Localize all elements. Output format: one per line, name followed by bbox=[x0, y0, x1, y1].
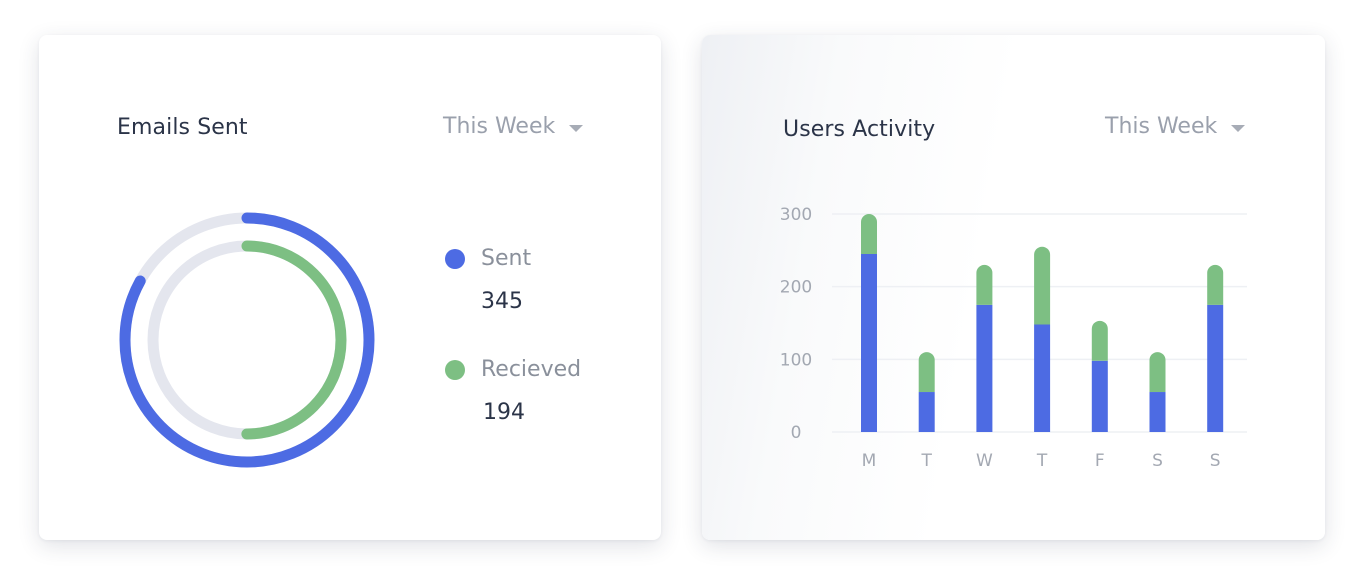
bar-green-5 bbox=[1149, 352, 1166, 393]
x-tick-label-0: M bbox=[862, 451, 877, 471]
x-tick-label-4: F bbox=[1095, 451, 1105, 471]
activity-period-dropdown[interactable]: This Week bbox=[1105, 114, 1246, 139]
emails-sent-card: Emails Sent This Week Sent 345 Recieved … bbox=[39, 35, 661, 540]
bar-blue-3 bbox=[1034, 324, 1051, 432]
y-tick-label-300: 300 bbox=[780, 205, 812, 225]
bar-blue-1 bbox=[918, 392, 935, 432]
users-activity-card: Users Activity This Week 0 100 200 300 M T W T F… bbox=[702, 35, 1325, 540]
x-tick-label-5: S bbox=[1152, 451, 1163, 471]
x-tick-label-3: T bbox=[1036, 451, 1048, 471]
x-tick-label-6: S bbox=[1210, 451, 1221, 471]
activity-period-label: This Week bbox=[1105, 114, 1218, 139]
bar-green-6 bbox=[1207, 264, 1224, 305]
y-tick-label-200: 200 bbox=[780, 278, 812, 298]
y-tick-label-100: 100 bbox=[780, 350, 812, 370]
users-activity-bar-chart: 0 100 200 300 M T W T F S S bbox=[780, 205, 1247, 471]
emails-period-label: This Week bbox=[443, 114, 556, 139]
received-legend-dot bbox=[445, 360, 465, 380]
bar-green-2 bbox=[976, 264, 993, 305]
donut-sent-arc bbox=[119, 212, 375, 468]
sent-value: 345 bbox=[481, 289, 523, 314]
chevron-down-icon bbox=[1231, 124, 1246, 132]
sent-legend-dot bbox=[445, 249, 465, 269]
emails-sent-title: Emails Sent bbox=[117, 115, 248, 140]
x-tick-label-2: W bbox=[976, 451, 993, 471]
bar-blue-0 bbox=[861, 253, 877, 432]
y-tick-label-0: 0 bbox=[791, 423, 802, 443]
received-value: 194 bbox=[483, 400, 525, 425]
users-activity-title: Users Activity bbox=[783, 117, 936, 142]
bar-green-0 bbox=[861, 214, 877, 254]
donut-received-arc bbox=[147, 240, 347, 440]
chevron-down-icon bbox=[569, 124, 584, 132]
sent-legend-label: Sent bbox=[481, 246, 532, 271]
bar-blue-2 bbox=[976, 304, 993, 432]
bar-blue-5 bbox=[1149, 392, 1166, 432]
bar-blue-6 bbox=[1207, 304, 1224, 432]
bar-blue-4 bbox=[1091, 360, 1108, 432]
x-tick-label-1: T bbox=[921, 451, 933, 471]
received-legend-label: Recieved bbox=[481, 357, 582, 382]
bar-green-1 bbox=[918, 352, 935, 393]
bar-green-4 bbox=[1091, 320, 1108, 361]
emails-donut-chart bbox=[119, 212, 375, 468]
emails-period-dropdown[interactable]: This Week bbox=[443, 114, 584, 139]
bar-green-3 bbox=[1034, 246, 1051, 325]
